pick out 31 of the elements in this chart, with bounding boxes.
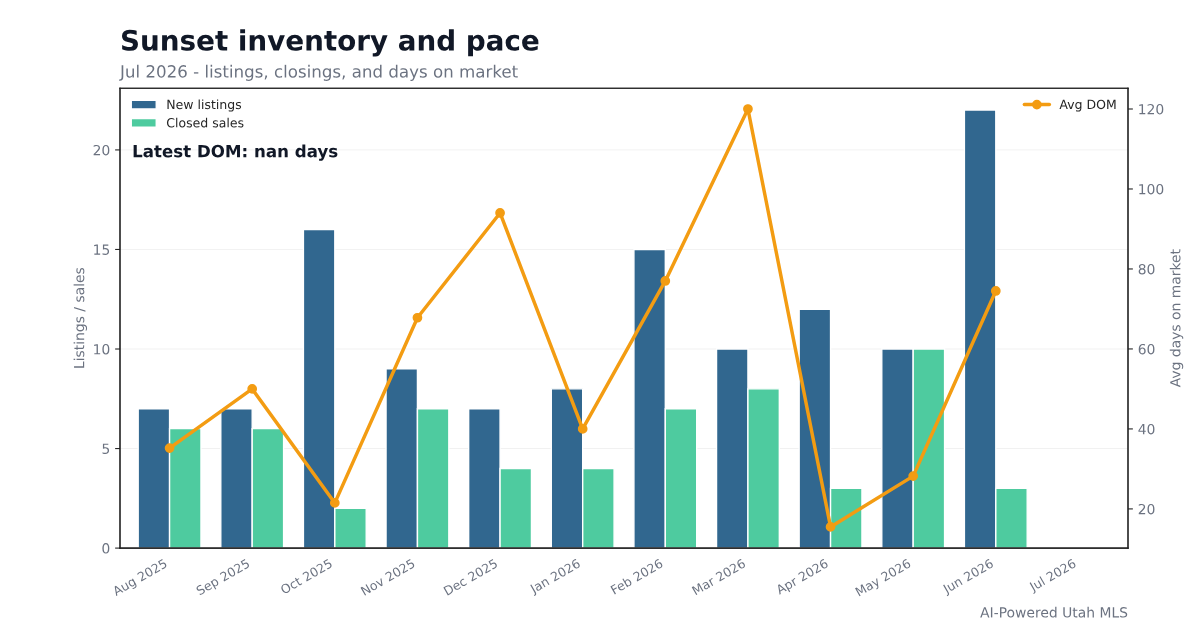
point bbox=[164, 443, 175, 453]
y2-axis-title: Avg days on market bbox=[1169, 249, 1184, 388]
y2-tick-label: 20 bbox=[1138, 503, 1155, 515]
point bbox=[743, 104, 753, 114]
y-tick-label: 5 bbox=[102, 443, 110, 455]
point bbox=[660, 276, 671, 286]
text: AI-Powered Utah MLS bbox=[980, 606, 1128, 618]
y2-tick-label: 80 bbox=[1138, 263, 1155, 275]
y2-tick-label: 40 bbox=[1138, 423, 1155, 435]
chart-subtitle: Jul 2026 - listings, closings, and days on market bbox=[119, 64, 518, 81]
legend-label: Avg DOM bbox=[1059, 99, 1116, 112]
point bbox=[908, 471, 919, 481]
y-tick-label: 0 bbox=[102, 543, 110, 554]
point bbox=[825, 522, 836, 532]
y-tick-label: 15 bbox=[94, 244, 110, 255]
point bbox=[247, 384, 258, 394]
y-axis-title: Listings / sales bbox=[73, 267, 88, 368]
legend-label: Closed sales bbox=[166, 117, 244, 128]
point bbox=[495, 208, 505, 218]
y2-tick-label: 60 bbox=[1138, 343, 1155, 355]
point bbox=[990, 286, 1001, 296]
legend-label: New listings bbox=[167, 99, 242, 112]
y-tick-label: 10 bbox=[94, 343, 110, 355]
y2-tick-label: 120 bbox=[1139, 103, 1164, 115]
y-tick-label: 20 bbox=[93, 144, 110, 156]
point bbox=[412, 312, 423, 323]
y2-tick-label: 100 bbox=[1139, 183, 1164, 195]
point bbox=[577, 424, 588, 434]
chart-title: Sunset inventory and pace bbox=[121, 29, 539, 57]
annotation: Latest DOM: nan days bbox=[133, 144, 338, 161]
point bbox=[329, 498, 340, 508]
